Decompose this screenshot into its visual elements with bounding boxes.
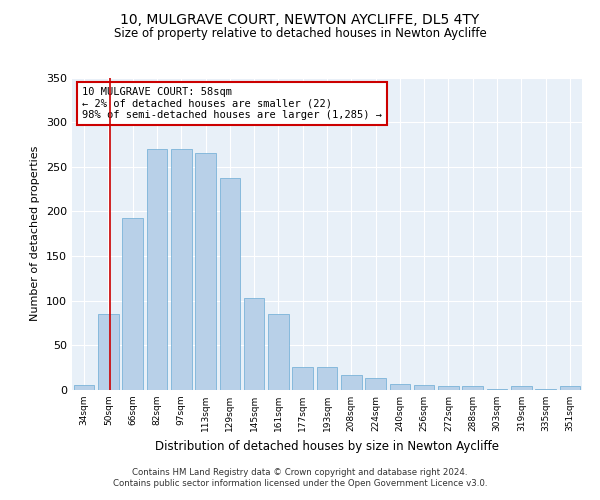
Text: Size of property relative to detached houses in Newton Aycliffe: Size of property relative to detached ho… xyxy=(113,28,487,40)
Bar xyxy=(438,386,459,390)
Bar xyxy=(511,386,532,390)
Bar xyxy=(98,314,119,390)
Bar xyxy=(122,218,143,390)
Bar xyxy=(414,384,434,390)
Bar xyxy=(74,384,94,390)
Bar xyxy=(487,389,508,390)
X-axis label: Distribution of detached houses by size in Newton Aycliffe: Distribution of detached houses by size … xyxy=(155,440,499,452)
Text: Contains HM Land Registry data © Crown copyright and database right 2024.
Contai: Contains HM Land Registry data © Crown c… xyxy=(113,468,487,487)
Bar xyxy=(171,149,191,390)
Bar xyxy=(146,149,167,390)
Y-axis label: Number of detached properties: Number of detached properties xyxy=(31,146,40,322)
Bar xyxy=(389,384,410,390)
Bar xyxy=(560,386,580,390)
Text: 10 MULGRAVE COURT: 58sqm
← 2% of detached houses are smaller (22)
98% of semi-de: 10 MULGRAVE COURT: 58sqm ← 2% of detache… xyxy=(82,87,382,120)
Bar xyxy=(317,367,337,390)
Bar xyxy=(292,367,313,390)
Bar xyxy=(365,378,386,390)
Bar xyxy=(195,154,216,390)
Bar xyxy=(268,314,289,390)
Bar xyxy=(341,375,362,390)
Bar xyxy=(535,389,556,390)
Text: 10, MULGRAVE COURT, NEWTON AYCLIFFE, DL5 4TY: 10, MULGRAVE COURT, NEWTON AYCLIFFE, DL5… xyxy=(121,12,479,26)
Bar xyxy=(244,298,265,390)
Bar xyxy=(220,178,240,390)
Bar xyxy=(463,386,483,390)
